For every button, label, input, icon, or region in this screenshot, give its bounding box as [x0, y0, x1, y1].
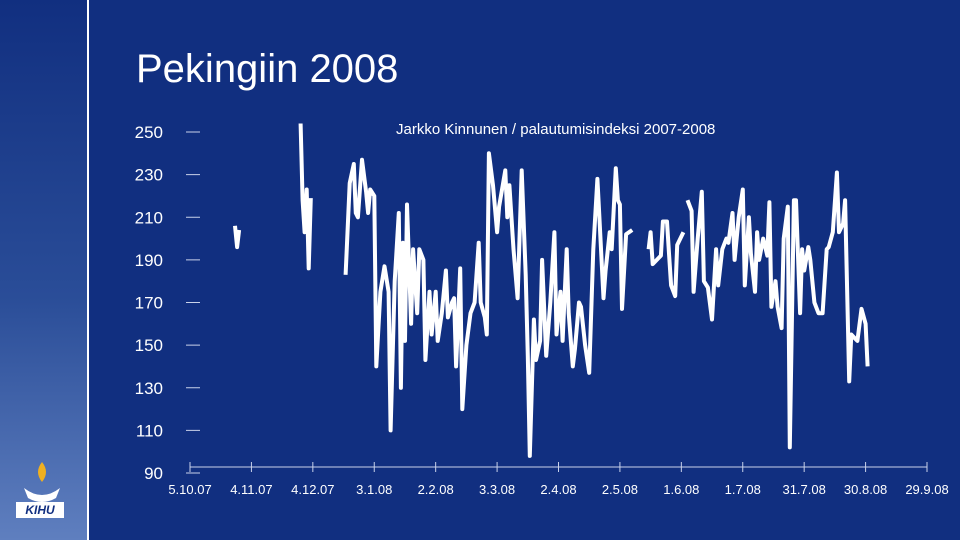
- y-tick-label: 250: [135, 123, 163, 142]
- chart-title: Jarkko Kinnunen / palautumisindeksi 2007…: [396, 121, 715, 138]
- y-tick-label: 110: [136, 421, 163, 440]
- x-tick-label: 4.11.07: [230, 482, 272, 497]
- x-tick-label: 2.4.08: [540, 482, 576, 497]
- x-tick-label: 2.2.08: [418, 482, 454, 497]
- x-tick-label: 29.9.08: [905, 482, 948, 497]
- x-tick-label: 5.10.07: [168, 482, 211, 497]
- logo: KIHU: [16, 462, 64, 518]
- x-tick-label: 4.12.07: [291, 482, 334, 497]
- y-tick-label: 130: [135, 379, 163, 398]
- logo-text: KIHU: [25, 503, 55, 517]
- sidebar: [0, 0, 88, 540]
- y-tick-label: 90: [144, 464, 163, 483]
- slide-title: Pekingiin 2008: [136, 47, 398, 91]
- y-tick-label: 230: [135, 166, 163, 185]
- x-tick-label: 3.3.08: [479, 482, 515, 497]
- data-line: [233, 123, 870, 458]
- x-tick-label: 2.5.08: [602, 482, 638, 497]
- y-tick-label: 190: [135, 251, 163, 270]
- x-tick-label: 30.8.08: [844, 482, 887, 497]
- x-tick-label: 1.6.08: [663, 482, 699, 497]
- y-tick-label: 210: [135, 208, 163, 227]
- x-tick-label: 31.7.08: [782, 482, 825, 497]
- x-tick-label: 3.1.08: [356, 482, 392, 497]
- y-tick-label: 150: [135, 336, 163, 355]
- y-tick-label: 170: [135, 294, 163, 313]
- x-tick-label: 1.7.08: [725, 482, 761, 497]
